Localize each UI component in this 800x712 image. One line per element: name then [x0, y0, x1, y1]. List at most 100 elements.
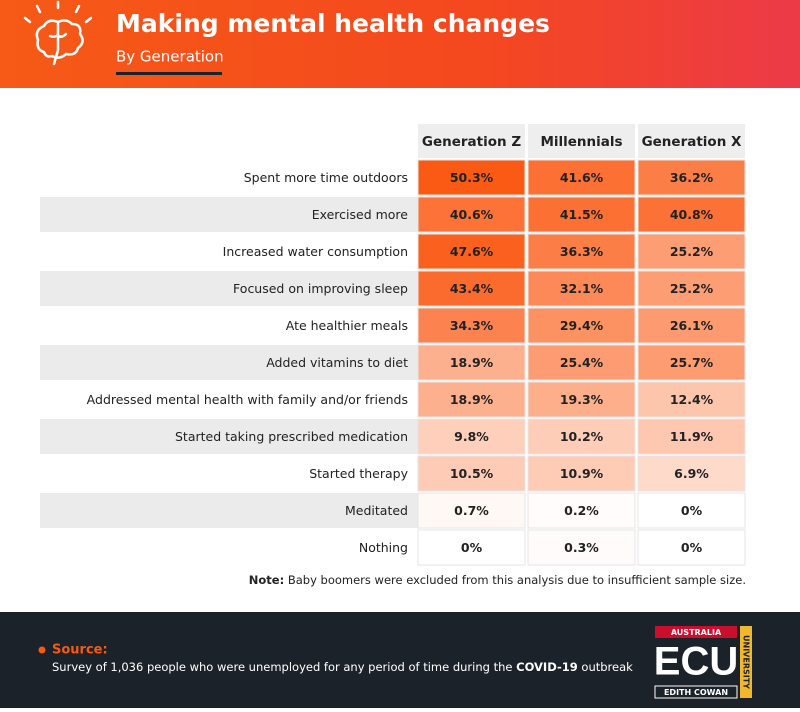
- row-label: Started therapy: [309, 466, 408, 481]
- cell: [637, 418, 746, 455]
- cell-label: 43.4%: [450, 281, 494, 296]
- note-text: Baby boomers were excluded from this ana…: [288, 573, 746, 587]
- cell-label: 0.2%: [564, 503, 599, 518]
- cell: [637, 196, 746, 233]
- cell-label: 18.9%: [450, 355, 494, 370]
- cell: [417, 455, 526, 492]
- row-band: [40, 345, 418, 380]
- row-label: Focused on improving sleep: [233, 281, 408, 296]
- cell: [527, 196, 636, 233]
- row-label: Ate healthier meals: [286, 318, 408, 333]
- cell-label: 10.9%: [560, 466, 604, 481]
- title: Making mental health changes: [116, 9, 550, 38]
- row-label: Nothing: [359, 540, 408, 555]
- cell: [637, 307, 746, 344]
- cell-label: 25.2%: [670, 244, 714, 259]
- cell: [527, 418, 636, 455]
- column-header: Millennials: [540, 134, 622, 150]
- cell: [527, 529, 636, 566]
- cell-label: 0%: [681, 503, 703, 518]
- bullet: [38, 646, 46, 654]
- cell: [417, 344, 526, 381]
- cell: [417, 159, 526, 196]
- logo-top: AUSTRALIA: [671, 628, 722, 637]
- cell: [417, 381, 526, 418]
- row-band: [40, 493, 418, 528]
- source-label: Source:: [52, 643, 108, 658]
- cell: [637, 233, 746, 270]
- cell-label: 0%: [681, 540, 703, 555]
- cell-label: 6.9%: [674, 466, 709, 481]
- cell: [637, 529, 746, 566]
- row-label: Exercised more: [312, 207, 409, 222]
- cell-label: 36.2%: [670, 170, 714, 185]
- cell-label: 50.3%: [450, 170, 494, 185]
- cell-label: 10.2%: [560, 429, 604, 444]
- cell: [637, 270, 746, 307]
- cell: [527, 159, 636, 196]
- cell: [417, 233, 526, 270]
- row-band: [40, 197, 418, 232]
- cell-label: 0.3%: [564, 540, 599, 555]
- row-label: Started taking prescribed medication: [175, 429, 408, 444]
- cell-label: 25.2%: [670, 281, 714, 296]
- cell: [417, 418, 526, 455]
- cell: [637, 344, 746, 381]
- logo-main: ECU: [654, 640, 738, 684]
- cell: [417, 196, 526, 233]
- cell: [527, 307, 636, 344]
- cell-label: 26.1%: [670, 318, 714, 333]
- source-end: outbreak: [581, 660, 633, 674]
- subtitle: By Generation: [116, 48, 224, 66]
- source-bold: COVID-19: [516, 660, 578, 674]
- row-label: Meditated: [345, 503, 408, 518]
- source: Survey of 1,036 people who were unemploy…: [52, 660, 633, 674]
- cell-label: 25.7%: [670, 355, 714, 370]
- row-label: Addressed mental health with family and/…: [87, 392, 408, 407]
- note-label: Note:: [249, 573, 284, 587]
- cell: [417, 307, 526, 344]
- cell: [637, 492, 746, 529]
- logo-side-bar: [740, 626, 752, 698]
- cell-label: 34.3%: [450, 318, 494, 333]
- column-header: Generation Z: [422, 134, 521, 150]
- logo-bottom-bar: [654, 685, 738, 699]
- cell-label: 25.4%: [560, 355, 604, 370]
- cell-label: 40.6%: [450, 207, 494, 222]
- cell: [417, 270, 526, 307]
- cell-label: 10.5%: [450, 466, 494, 481]
- note: Note: Baby boomers were excluded from th…: [249, 573, 746, 587]
- cell-label: 19.3%: [560, 392, 604, 407]
- column-header: Generation X: [642, 134, 742, 150]
- cell-label: 9.8%: [454, 429, 489, 444]
- subtitle-underline: [116, 72, 222, 75]
- cell: [417, 492, 526, 529]
- cell: [637, 159, 746, 196]
- cell: [637, 381, 746, 418]
- cell-label: 0.7%: [454, 503, 489, 518]
- row-band: [40, 419, 418, 454]
- cell-label: 29.4%: [560, 318, 604, 333]
- source-text: Survey of 1,036 people who were unemploy…: [52, 660, 512, 674]
- cell: [527, 233, 636, 270]
- logo-top-bar: [655, 626, 737, 638]
- cell-label: 40.8%: [670, 207, 714, 222]
- logo-bottom: EDITH COWAN: [664, 688, 728, 697]
- cell-label: 11.9%: [670, 429, 714, 444]
- row-label: Added vitamins to diet: [266, 355, 408, 370]
- cell-label: 36.3%: [560, 244, 604, 259]
- cell-label: 41.6%: [560, 170, 604, 185]
- cell-label: 12.4%: [670, 392, 714, 407]
- cell: [527, 344, 636, 381]
- cell-label: 32.1%: [560, 281, 604, 296]
- column-header-bg: [418, 124, 525, 158]
- cell-label: 41.5%: [560, 207, 604, 222]
- row-band: [40, 271, 418, 306]
- row-label: Spent more time outdoors: [244, 170, 408, 185]
- row-label: Increased water consumption: [223, 244, 408, 259]
- cell-label: 18.9%: [450, 392, 494, 407]
- table: Spent more time outdoors Exercised more In…: [40, 124, 746, 566]
- cell: [527, 492, 636, 529]
